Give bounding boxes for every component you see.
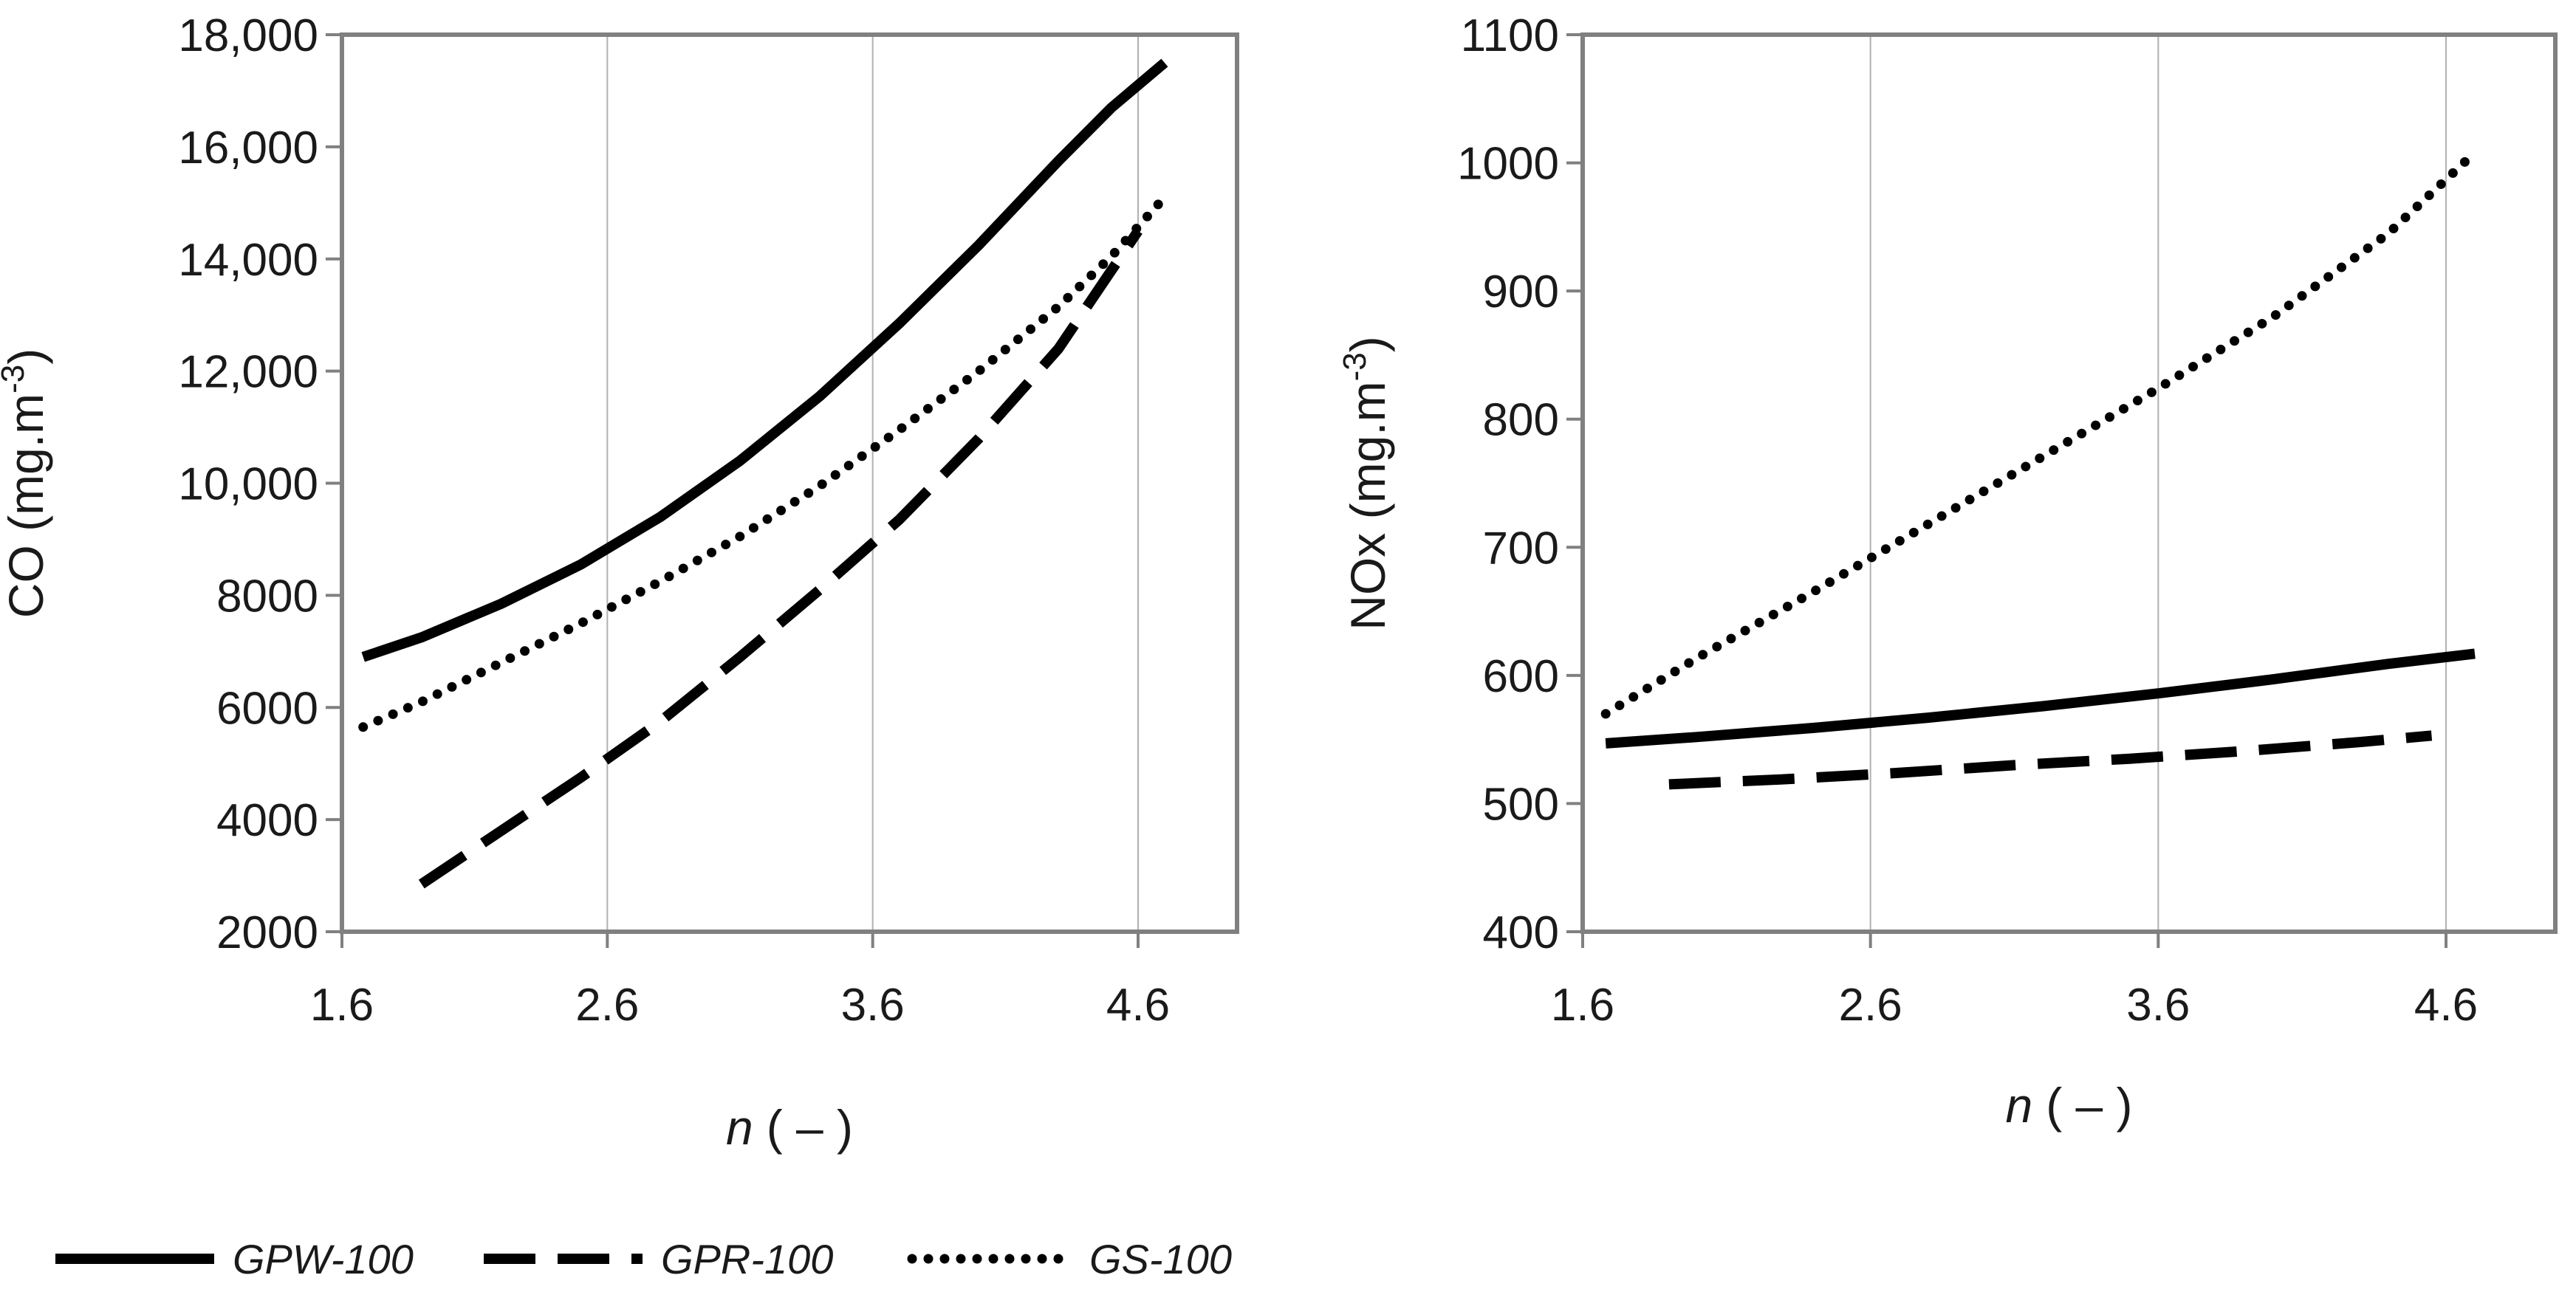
co-x-axis-label-var: n [726, 1100, 753, 1155]
nox-plot-frame [1580, 32, 2558, 934]
co-plot-frame [340, 32, 1239, 934]
co-y-tick-label: 10,000 [178, 459, 318, 510]
co-y-tick-label: 16,000 [178, 123, 318, 173]
nox-series-gs-100 [1600, 148, 2480, 719]
co-y-axis-label: CO (mg.m-3) [0, 348, 53, 618]
legend-label-gs-100: GS-100 [1089, 1236, 1232, 1282]
co-y-axis-label-close: ) [0, 348, 53, 365]
co-y-tick-label: 2000 [216, 907, 318, 958]
nox-y-axis-label-close: ) [1340, 336, 1395, 352]
nox-x-axis-label: n ( – ) [2005, 1078, 2132, 1133]
co-y-tick-label: 14,000 [178, 235, 318, 286]
nox-x-tick-label: 2.6 [1839, 980, 1902, 1031]
nox-y-tick-label: 700 [1483, 523, 1559, 574]
nox-x-axis-label-unit: ( – ) [2046, 1078, 2132, 1133]
legend-label-gpw-100: GPW-100 [233, 1236, 414, 1282]
nox-y-tick-label: 600 [1483, 651, 1559, 702]
nox-y-axis-label-sup: -3 [1337, 352, 1373, 381]
nox-y-axis-label: NOx (mg.m-3) [1337, 336, 1395, 630]
co-y-tick-label: 18,000 [178, 10, 318, 61]
co-x-tick-label: 3.6 [841, 980, 905, 1031]
nox-y-tick-label: 400 [1483, 907, 1559, 958]
co-x-axis-label: n ( – ) [726, 1100, 853, 1155]
nox-x-tick-label: 4.6 [2414, 980, 2478, 1031]
nox-x-tick-label: 1.6 [1551, 980, 1614, 1031]
co-series-gs-100 [358, 192, 1170, 732]
co-y-axis-label-main: CO (mg.m [0, 394, 53, 618]
nox-x-axis-label-var: n [2005, 1078, 2032, 1133]
nox-y-axis-label-main: NOx (mg.m [1340, 381, 1395, 630]
co-y-tick-label: 12,000 [178, 347, 318, 398]
co-x-tick-label: 2.6 [575, 980, 639, 1031]
co-y-axis-label-sup: -3 [0, 365, 31, 394]
nox-chart-panel: 400 500 600 700 800 900 1000 1100 1.6 2.6 3.6 4.6 NO… [1337, 10, 2558, 1133]
co-series-gpr-100 [418, 227, 1143, 889]
nox-y-tick-label: 1000 [1457, 139, 1559, 190]
co-y-tick-label: 6000 [216, 683, 318, 734]
legend: GPW-100 GPR-100 GS-100 [55, 1236, 1232, 1282]
co-series-gpw-100 [361, 58, 1168, 662]
nox-y-tick-label: 900 [1483, 267, 1559, 317]
co-y-tick-label: 4000 [216, 795, 318, 846]
nox-y-tick-label: 1100 [1461, 10, 1559, 61]
co-x-tick-label: 1.6 [310, 980, 374, 1031]
nox-y-tick-label: 500 [1483, 779, 1559, 830]
co-chart-panel: 2000 4000 6000 8000 10,000 12,000 14,000 16,000… [0, 10, 1239, 1155]
nox-x-tick-label: 3.6 [2126, 980, 2190, 1031]
co-x-tick-label: 4.6 [1106, 980, 1170, 1031]
nox-series-gpw-100 [1605, 648, 2476, 749]
co-x-axis-label-unit: ( – ) [767, 1100, 853, 1155]
legend-label-gpr-100: GPR-100 [661, 1236, 833, 1282]
co-y-tick-label: 8000 [216, 571, 318, 622]
nox-series-gpr-100 [1668, 730, 2433, 790]
nox-y-tick-label: 800 [1483, 395, 1559, 446]
